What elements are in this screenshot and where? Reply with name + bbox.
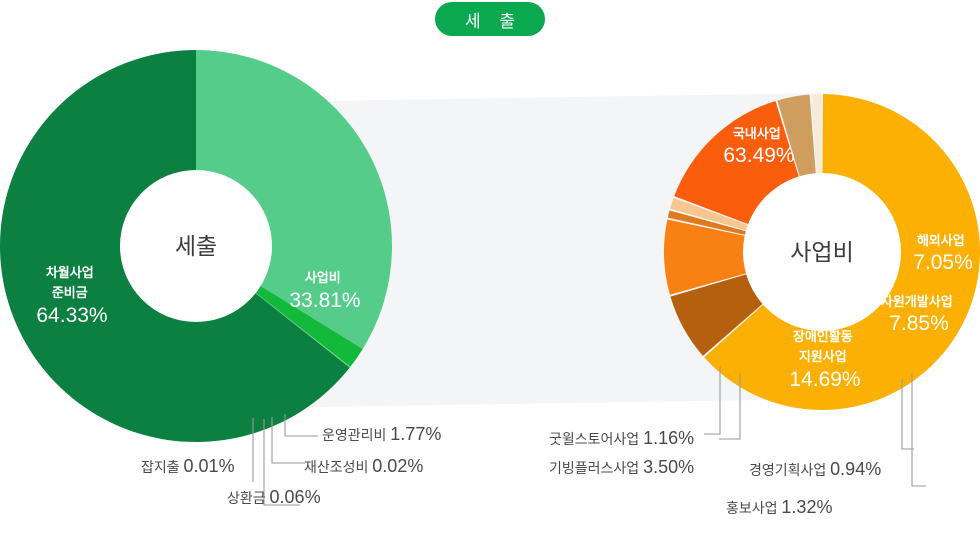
- callout-giving-plus-value: 3.50%: [643, 457, 695, 477]
- callout-giving-plus: 기빙플러스사업 3.50%: [549, 457, 694, 478]
- callout-repayment: 상환금 0.06%: [227, 487, 321, 508]
- expenditure-donut-hole: [120, 170, 272, 322]
- callout-operating-cost: 운영관리비 1.77%: [322, 424, 441, 445]
- callout-pr-project-label: 홍보사업: [726, 500, 778, 516]
- slice-label-project-name: 사업비: [305, 270, 341, 285]
- slice-label-overseas-name: 해외사업: [917, 233, 965, 248]
- slice-label-domestic-pct: 63.49%: [723, 144, 794, 167]
- callout-goodwill-store-label: 굿윌스토어사업: [549, 431, 640, 447]
- callout-giving-plus-label: 기빙플러스사업: [549, 460, 640, 476]
- callout-management-planning: 경영기획사업 0.94%: [749, 459, 881, 480]
- leader-line-management: [901, 379, 914, 450]
- callout-pr-project-value: 1.32%: [781, 497, 833, 517]
- leader-line-property: [271, 417, 305, 464]
- project-cost-donut-chart: 사업비 국내사업 63.49% 해외사업 7.05% 자원개발사업 7.85% …: [664, 94, 980, 487]
- slice-label-disability-line2: 지원사업: [799, 349, 847, 364]
- callout-goodwill-store: 굿윌스토어사업 1.16%: [549, 428, 694, 449]
- slice-label-disability-pct: 14.69%: [789, 368, 860, 391]
- slice-label-carryover: 차월사업 준비금 64.33%: [36, 264, 107, 327]
- leader-line-repay: [263, 419, 300, 506]
- slice-label-resource-name: 자원개발사업: [881, 294, 953, 309]
- callout-property-cost-value: 0.02%: [372, 456, 424, 476]
- callout-misc-expense-value: 0.01%: [183, 456, 235, 476]
- callout-operating-cost-label: 운영관리비: [322, 427, 387, 443]
- slice-label-resource: 자원개발사업 7.85%: [881, 293, 957, 335]
- slice-label-overseas-pct: 7.05%: [913, 251, 973, 274]
- slice-label-project-pct: 33.81%: [289, 289, 360, 312]
- leader-line-pr: [911, 374, 926, 487]
- callout-operating-cost-value: 1.77%: [390, 424, 442, 444]
- slice-label-resource-pct: 7.85%: [889, 312, 949, 335]
- expenditure-center-label: 세출: [175, 233, 217, 259]
- callout-pr-project: 홍보사업 1.32%: [726, 497, 832, 518]
- slice-label-domestic-name: 국내사업: [733, 126, 781, 141]
- slice-label-carryover-line1: 차월사업: [46, 265, 94, 280]
- project-cost-center-label: 사업비: [790, 239, 853, 265]
- slice-label-disability: 장애인활동 지원사업 14.69%: [789, 328, 860, 391]
- callout-management-planning-value: 0.94%: [830, 459, 882, 479]
- slice-label-carryover-pct: 64.33%: [36, 304, 107, 327]
- pie-slice-자원개발사업: [664, 219, 822, 295]
- slice-label-project: 사업비 33.81%: [289, 269, 360, 312]
- slice-label-overseas: 해외사업 7.05%: [913, 232, 973, 274]
- callout-repayment-value: 0.06%: [269, 487, 321, 507]
- leader-line-operating: [284, 414, 318, 437]
- expenditure-donut-chart: 세출 차월사업 준비금 64.33% 사업비 33.81%: [0, 50, 392, 506]
- slice-label-carryover-line2: 준비금: [52, 285, 88, 300]
- page-title: 세 출: [464, 11, 522, 31]
- callout-misc-expense-label: 잡지출: [141, 459, 180, 475]
- callout-repayment-label: 상환금: [227, 490, 266, 506]
- slice-label-disability-line1: 장애인활동: [793, 329, 853, 344]
- callout-property-cost-label: 재산조성비: [304, 459, 369, 475]
- project-cost-donut-hole: [743, 173, 901, 331]
- leader-line-giving: [719, 374, 741, 440]
- callout-management-planning-label: 경영기획사업: [749, 462, 827, 478]
- slice-label-domestic: 국내사업 63.49%: [723, 125, 794, 167]
- callout-goodwill-store-value: 1.16%: [643, 428, 695, 448]
- callout-misc-expense: 잡지출 0.01%: [141, 456, 235, 477]
- callout-property-cost: 재산조성비 0.02%: [304, 456, 423, 477]
- leader-line-goodwill: [704, 366, 721, 435]
- page-title-badge: 세 출: [435, 2, 545, 36]
